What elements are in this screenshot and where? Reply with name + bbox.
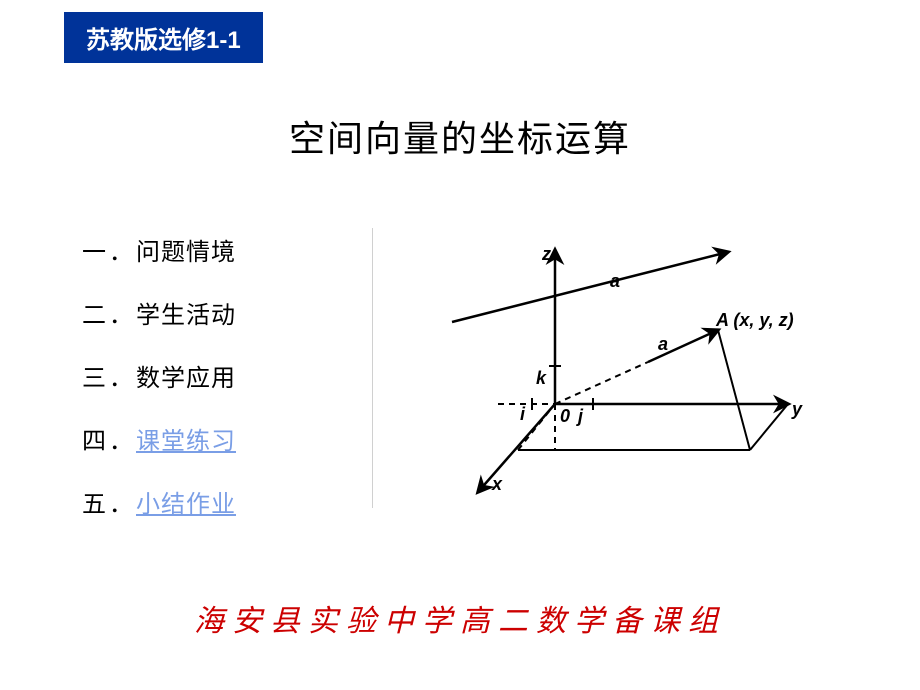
outline-sep: ． bbox=[109, 491, 134, 518]
coordinate-diagram: z y x 0 i j k a a A (x, y, z) bbox=[400, 232, 860, 512]
outline-link[interactable]: 小结作业 bbox=[136, 491, 236, 518]
outline-list: 一．问题情境 二．学生活动 三．数学应用 四．课堂练习 五．小结作业 bbox=[82, 232, 236, 547]
outline-item-1: 一．问题情境 bbox=[82, 232, 236, 267]
outline-sep: ． bbox=[109, 428, 134, 455]
A-label: A (x, y, z) bbox=[715, 310, 794, 330]
vertical-divider bbox=[372, 228, 373, 508]
k-label: k bbox=[536, 368, 547, 388]
origin-label: 0 bbox=[560, 406, 570, 426]
vector-oa-dash bbox=[555, 362, 648, 404]
y-label: y bbox=[791, 399, 803, 419]
outline-sep: ． bbox=[109, 239, 134, 266]
outline-sep: ． bbox=[109, 365, 134, 392]
outline-sep: ． bbox=[109, 302, 134, 329]
page-title: 空间向量的坐标运算 bbox=[0, 110, 920, 162]
outline-num: 一 bbox=[82, 239, 107, 266]
axes-svg: z y x 0 i j k a a A (x, y, z) bbox=[400, 232, 860, 512]
outline-item-2: 二．学生活动 bbox=[82, 295, 236, 330]
a1-label: a bbox=[610, 271, 620, 291]
outline-label: 问题情境 bbox=[136, 239, 236, 266]
outline-num: 五 bbox=[82, 491, 107, 518]
vector-a-upper bbox=[452, 252, 728, 322]
box-edge-3 bbox=[718, 330, 750, 450]
outline-label: 学生活动 bbox=[136, 302, 236, 329]
a2-label: a bbox=[658, 334, 668, 354]
outline-label: 数学应用 bbox=[136, 365, 236, 392]
z-label: z bbox=[541, 244, 551, 264]
x-label: x bbox=[491, 474, 503, 494]
j-label: j bbox=[576, 406, 584, 426]
outline-item-3: 三．数学应用 bbox=[82, 358, 236, 393]
outline-num: 四 bbox=[82, 428, 107, 455]
box-edge-2 bbox=[750, 404, 788, 450]
outline-num: 三 bbox=[82, 365, 107, 392]
outline-item-5: 五．小结作业 bbox=[82, 484, 236, 519]
x-axis bbox=[478, 404, 555, 492]
outline-num: 二 bbox=[82, 302, 107, 329]
textbook-badge: 苏教版选修1-1 bbox=[64, 12, 263, 63]
outline-link[interactable]: 课堂练习 bbox=[136, 428, 236, 455]
school-credit: 海安县实验中学高二数学备课组 bbox=[0, 596, 920, 640]
i-label: i bbox=[520, 404, 526, 424]
outline-item-4: 四．课堂练习 bbox=[82, 421, 236, 456]
